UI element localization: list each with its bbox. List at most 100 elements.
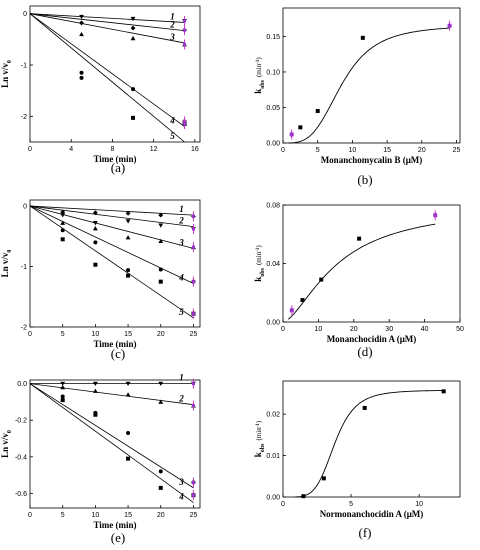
series-5: 5 xyxy=(29,13,187,143)
series-4: 4 xyxy=(29,13,187,127)
data-point xyxy=(92,226,98,231)
series-label: 2 xyxy=(178,394,184,404)
data-point xyxy=(289,132,294,137)
plot-frame xyxy=(282,380,461,498)
x-tick-label: 30 xyxy=(385,326,393,333)
series-1: 1 xyxy=(30,373,196,387)
panel-letter: (c) xyxy=(111,346,125,361)
error-point xyxy=(191,382,195,386)
data-point xyxy=(158,485,163,490)
panel-d: 0 10 20 30 40 50 0.00 0.04 0.08 Monanchocidin A (… xyxy=(253,203,464,360)
data-point xyxy=(125,210,131,216)
series-3: 3 xyxy=(29,383,196,489)
panel-letter: (e) xyxy=(111,530,125,545)
series-4: 4 xyxy=(29,205,196,284)
y-tick-label: -1 xyxy=(21,63,27,70)
y-axis-title: Ln v/v0 xyxy=(0,430,13,458)
data-point xyxy=(300,298,305,303)
y-axis-title: kobs(min-1) xyxy=(253,420,266,457)
y-tick-label: -0.2 xyxy=(15,418,27,425)
fit-line xyxy=(29,205,194,228)
data-point xyxy=(289,308,294,313)
y-axis-title: kobs(min-1) xyxy=(253,245,266,282)
error-point xyxy=(183,19,187,23)
x-tick-label: 40 xyxy=(421,326,429,333)
x-tick-label: 5 xyxy=(316,147,320,154)
series-label: 1 xyxy=(170,11,175,21)
data-point xyxy=(158,279,163,284)
series-label: 3 xyxy=(178,477,184,487)
x-tick-label: 25 xyxy=(190,331,198,338)
data-point xyxy=(126,456,131,461)
data-point xyxy=(60,384,66,390)
y-tick-label: 0 xyxy=(23,204,27,211)
x-axis-title: Time (min) xyxy=(93,520,136,530)
data-point xyxy=(60,220,66,225)
fit-line xyxy=(29,205,194,216)
series-2: 2 xyxy=(29,13,187,33)
y-tick-label: 0.08 xyxy=(266,203,280,210)
y-axis-title: Ln v/v0 xyxy=(0,60,13,88)
error-point xyxy=(191,312,195,316)
y-tick-label: -0.4 xyxy=(15,454,27,461)
fit-line xyxy=(29,205,194,284)
series-label: 3 xyxy=(169,32,175,42)
y-tick-label: 0.00 xyxy=(266,495,280,502)
error-point xyxy=(191,480,195,484)
data-point xyxy=(125,235,131,240)
panel-f: 0 5 10 0.00 0.01 0.02 Normonanchocidin A (μM) k… xyxy=(253,380,461,540)
x-tick-label: 25 xyxy=(453,147,461,154)
y-tick-label: 0.01 xyxy=(266,453,280,460)
series-3: 3 xyxy=(29,13,187,47)
data-point xyxy=(130,35,136,41)
data-point xyxy=(362,405,367,410)
error-point xyxy=(191,280,195,284)
data-point xyxy=(126,268,131,273)
series-label: 1 xyxy=(179,204,184,214)
panel-a: 0 4 8 12 16 0 -1 -2 Time (min) Ln v/v0 (a) 12 3 4 5 xyxy=(0,5,201,175)
data-point xyxy=(60,394,65,399)
data-point xyxy=(360,35,365,40)
y-tick-label: 0.10 xyxy=(266,69,280,76)
series-label: 1 xyxy=(179,373,184,383)
y-tick-label: -2 xyxy=(21,114,27,121)
data-point xyxy=(130,25,136,31)
data-point xyxy=(158,381,164,387)
x-tick-label: 0 xyxy=(281,147,285,154)
x-tick-label: 0 xyxy=(28,331,32,338)
plot-frame xyxy=(282,7,461,144)
data-point xyxy=(158,399,164,404)
fit-line xyxy=(29,383,194,406)
x-tick-label: 10 xyxy=(91,512,99,519)
data-point xyxy=(60,237,65,242)
panel-c: 0 5 10 15 20 25 0 -1 -2 Time (min) Ln v/v0 (c) 1 2 3 4 5 xyxy=(0,199,201,361)
x-tick-label: 10 xyxy=(349,147,357,154)
fit-line xyxy=(29,13,185,32)
error-point xyxy=(191,214,195,218)
data-point xyxy=(79,31,84,37)
fit-line xyxy=(29,13,185,23)
y-tick-label: 0.0 xyxy=(17,381,27,388)
plot-frame xyxy=(282,204,461,323)
series-5: 5 xyxy=(29,205,196,319)
x-tick-label: 10 xyxy=(91,331,99,338)
y-tick-label: 0.05 xyxy=(266,105,280,112)
data-point xyxy=(126,431,131,436)
x-tick-label: 0 xyxy=(28,512,32,519)
x-tick-label: 10 xyxy=(415,501,423,508)
series-label: 4 xyxy=(178,272,184,282)
panel-letter: (b) xyxy=(357,172,372,187)
series-label: 5 xyxy=(179,307,184,317)
data-point xyxy=(319,277,324,282)
x-tick-label: 5 xyxy=(61,512,65,519)
y-tick-label: -2 xyxy=(21,325,27,332)
data-point xyxy=(130,16,136,22)
panel-letter: (d) xyxy=(357,344,372,359)
data-point xyxy=(79,20,84,26)
x-tick-label: 8 xyxy=(110,146,114,153)
y-tick-label: 0.00 xyxy=(266,141,280,148)
data-point xyxy=(315,109,320,114)
y-tick-label: 0.04 xyxy=(266,261,280,268)
plot-frame xyxy=(29,379,201,509)
